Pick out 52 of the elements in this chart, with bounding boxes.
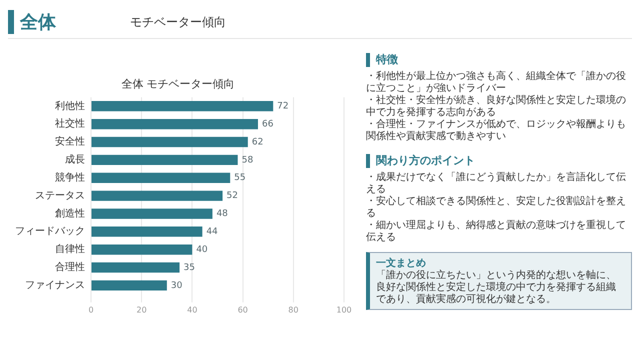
text: 「誰かの役に立ちたい」という内発的な想いを軸に、良好な関係性と安定した環境の中で力を発揮する組織であり、貢献実感の可視化が鍵となる。 — [376, 270, 617, 306]
data-label: 48 — [216, 209, 228, 220]
data-label: 66 — [262, 119, 274, 130]
text: 関わり方のポイント — [376, 153, 475, 168]
text: ・安心して相談できる関係性と、安定した役割設計を整える — [366, 196, 627, 220]
text: ・合理性・ファイナンスが低めで、ロジックや報酬よりも関係性や貢献実感で動きやすい — [366, 119, 627, 143]
text: ・細かい理屈よりも、納得感と貢献の意味づけを重視して伝える — [366, 220, 627, 244]
chart-title: 全体 モチベーター傾向 — [121, 77, 235, 90]
y-tick-label: 社交性 — [55, 118, 85, 130]
y-tick-label: 創造性 — [55, 207, 85, 220]
x-tick-label: 100 — [336, 305, 352, 314]
bar — [92, 136, 248, 148]
text: モチベーター傾向 — [130, 14, 226, 30]
y-tick-label: フィードバック — [15, 226, 85, 238]
data-label: 30 — [170, 280, 183, 291]
bar — [92, 262, 180, 273]
text: ・利他性が最上位かつ強さも高く、組織全体で「誰かの役に立つこと」が強いドライバー — [366, 71, 627, 94]
x-tick-label: 40 — [187, 305, 198, 314]
y-tick-label: 自律性 — [55, 243, 85, 256]
x-tick-label: 60 — [238, 305, 248, 314]
data-label: 55 — [234, 173, 246, 184]
y-tick-label: 安全性 — [55, 136, 85, 148]
y-tick-label: 合理性 — [55, 261, 85, 274]
bar — [92, 118, 258, 130]
x-tick-label: 0 — [88, 305, 94, 314]
data-label: 52 — [226, 191, 238, 202]
text: ・社交性・安全性が続き、良好な関係性と安定した環境の中で力を発揮する志向がある — [366, 95, 627, 118]
bar — [92, 244, 192, 255]
bar — [92, 208, 212, 219]
data-label: 40 — [196, 244, 208, 255]
bar — [92, 101, 274, 112]
y-tick-label: ステータス — [35, 190, 85, 202]
bar — [92, 280, 167, 291]
x-tick-label: 20 — [136, 305, 147, 314]
y-tick-label: 利他性 — [55, 100, 85, 112]
y-tick-label: 成長 — [65, 154, 85, 166]
text: 全体 — [20, 11, 57, 34]
x-tick-label: 80 — [288, 305, 298, 314]
bar — [92, 172, 230, 183]
data-label: 35 — [184, 262, 196, 273]
bar — [92, 190, 223, 201]
data-label: 58 — [242, 155, 254, 166]
y-tick-label: ファイナンス — [25, 280, 85, 292]
data-label: 44 — [206, 227, 218, 237]
text: ・成果だけでなく「誰にどう貢献したか」を言語化して伝える — [366, 172, 627, 196]
data-label: 62 — [252, 137, 264, 148]
bar — [92, 226, 202, 237]
text: 一文まとめ — [376, 256, 427, 270]
bar — [92, 154, 238, 166]
y-tick-label: 競争性 — [55, 171, 85, 184]
text: 特徴 — [376, 52, 398, 67]
data-label: 72 — [277, 102, 289, 112]
